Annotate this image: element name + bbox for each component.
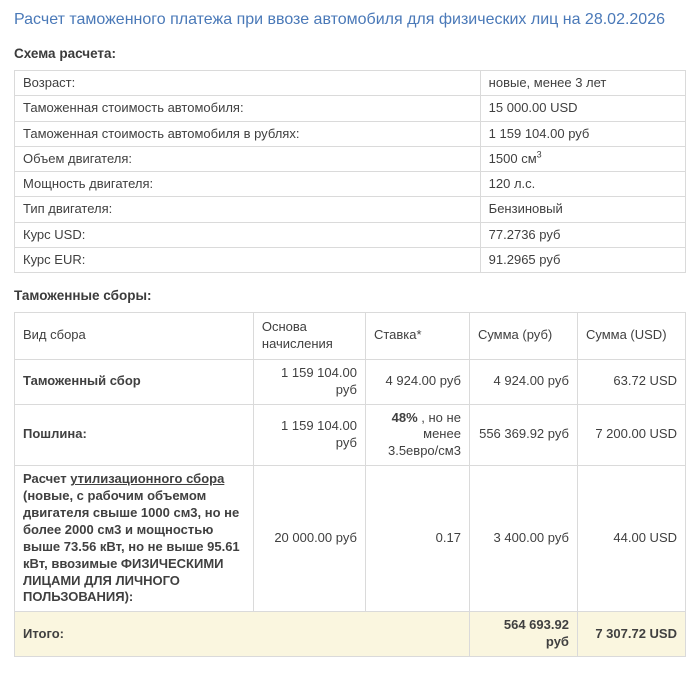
table-row: Курс USD: 77.2736 руб — [14, 221, 687, 248]
scheme-label-customs-value-rub: Таможенная стоимость автомобиля в рублях… — [14, 120, 481, 147]
recycling-label-prefix: Расчет — [23, 471, 71, 487]
scheme-label-customs-value-usd: Таможенная стоимость автомобиля: — [14, 95, 481, 122]
recycling-fee-link[interactable]: утилизационного сбора — [70, 471, 225, 487]
fee-sum-rub-duty: 556 369.92 руб — [468, 403, 578, 467]
table-row: Возраст: новые, менее 3 лет — [14, 69, 687, 97]
table-row: Мощность двигателя: 120 л.с. — [14, 170, 687, 198]
scheme-value-customs-value-rub: 1 159 104.00 руб — [479, 120, 687, 147]
fees-table: Вид сбора Основа начисления Ставка* Сумм… — [14, 312, 687, 658]
engine-volume-text: 1500 см — [488, 150, 537, 166]
table-row: Курс EUR: 91.2965 руб — [14, 246, 687, 274]
col-header-sum-rub: Сумма (руб) — [468, 312, 578, 360]
table-row-duty: Пошлина: 1 159 104.00 руб 48% , но не ме… — [14, 403, 687, 467]
scheme-label-usd-rate: Курс USD: — [14, 221, 481, 248]
fee-base-customs-fee: 1 159 104.00 руб — [252, 358, 366, 405]
fee-rate-customs-fee: 4 924.00 руб — [364, 358, 470, 405]
col-header-fee-type: Вид сбора — [14, 312, 254, 360]
duty-rate-condition: , но не менее 3.5евро/см3 — [387, 409, 461, 459]
fee-label-customs-fee: Таможенный сбор — [14, 358, 254, 405]
total-label: Итого: — [14, 611, 470, 658]
scheme-label-eur-rate: Курс EUR: — [14, 246, 481, 274]
fees-heading: Таможенные сборы: — [14, 288, 152, 303]
scheme-label-engine-power: Мощность двигателя: — [14, 170, 481, 198]
scheme-value-customs-value-usd: 15 000.00 USD — [479, 95, 687, 122]
table-row: Таможенная стоимость автомобиля в рублях… — [14, 120, 687, 147]
fee-sum-rub-recycling: 3 400.00 руб — [468, 465, 578, 613]
col-header-base: Основа начисления — [252, 312, 366, 360]
col-header-sum-usd: Сумма (USD) — [576, 312, 687, 360]
fee-sum-usd-duty: 7 200.00 USD — [576, 403, 687, 467]
scheme-value-eur-rate: 91.2965 руб — [479, 246, 687, 274]
table-row-recycling-fee: Расчет утилизационного сбора (новые, с р… — [14, 465, 687, 613]
fee-rate-duty: 48% , но не менее 3.5евро/см3 — [364, 403, 470, 467]
scheme-value-engine-type: Бензиновый — [479, 196, 687, 223]
scheme-label-age: Возраст: — [14, 69, 481, 97]
table-row: Объем двигателя: 1500 см3 — [14, 145, 687, 173]
page-title: Расчет таможенного платежа при ввозе авт… — [14, 11, 665, 28]
scheme-value-usd-rate: 77.2736 руб — [479, 221, 687, 248]
fee-sum-usd-customs-fee: 63.72 USD — [576, 358, 687, 405]
engine-volume-superscript: 3 — [536, 149, 542, 160]
scheme-table: Возраст: новые, менее 3 лет Таможенная с… — [14, 69, 687, 274]
table-row: Тип двигателя: Бензиновый — [14, 196, 687, 223]
total-row: Итого: 564 693.92 руб 7 307.72 USD — [14, 611, 687, 658]
col-header-rate: Ставка* — [364, 312, 470, 360]
table-row: Таможенная стоимость автомобиля: 15 000.… — [14, 95, 687, 122]
fee-rate-recycling: 0.17 — [364, 465, 470, 613]
fee-sum-usd-recycling: 44.00 USD — [576, 465, 687, 613]
fees-header-row: Вид сбора Основа начисления Ставка* Сумм… — [14, 312, 687, 360]
duty-rate-percent: 48% — [391, 409, 418, 425]
scheme-value-engine-volume: 1500 см3 — [479, 145, 687, 173]
table-row-customs-fee: Таможенный сбор 1 159 104.00 руб 4 924.0… — [14, 358, 687, 405]
scheme-value-engine-power: 120 л.с. — [479, 170, 687, 198]
recycling-label-suffix: (новые, с рабочим объемом двигателя свыш… — [23, 488, 240, 605]
fee-label-recycling: Расчет утилизационного сбора (новые, с р… — [14, 465, 254, 613]
scheme-heading: Схема расчета: — [14, 46, 117, 61]
fee-base-recycling: 20 000.00 руб — [252, 465, 366, 613]
total-sum-usd: 7 307.72 USD — [576, 611, 687, 658]
scheme-label-engine-type: Тип двигателя: — [14, 196, 481, 223]
scheme-label-engine-volume: Объем двигателя: — [14, 145, 481, 173]
fee-label-duty: Пошлина: — [14, 403, 254, 467]
total-sum-rub: 564 693.92 руб — [468, 611, 578, 658]
fee-base-duty: 1 159 104.00 руб — [252, 403, 366, 467]
fee-sum-rub-customs-fee: 4 924.00 руб — [468, 358, 578, 405]
scheme-value-age: новые, менее 3 лет — [479, 69, 687, 97]
